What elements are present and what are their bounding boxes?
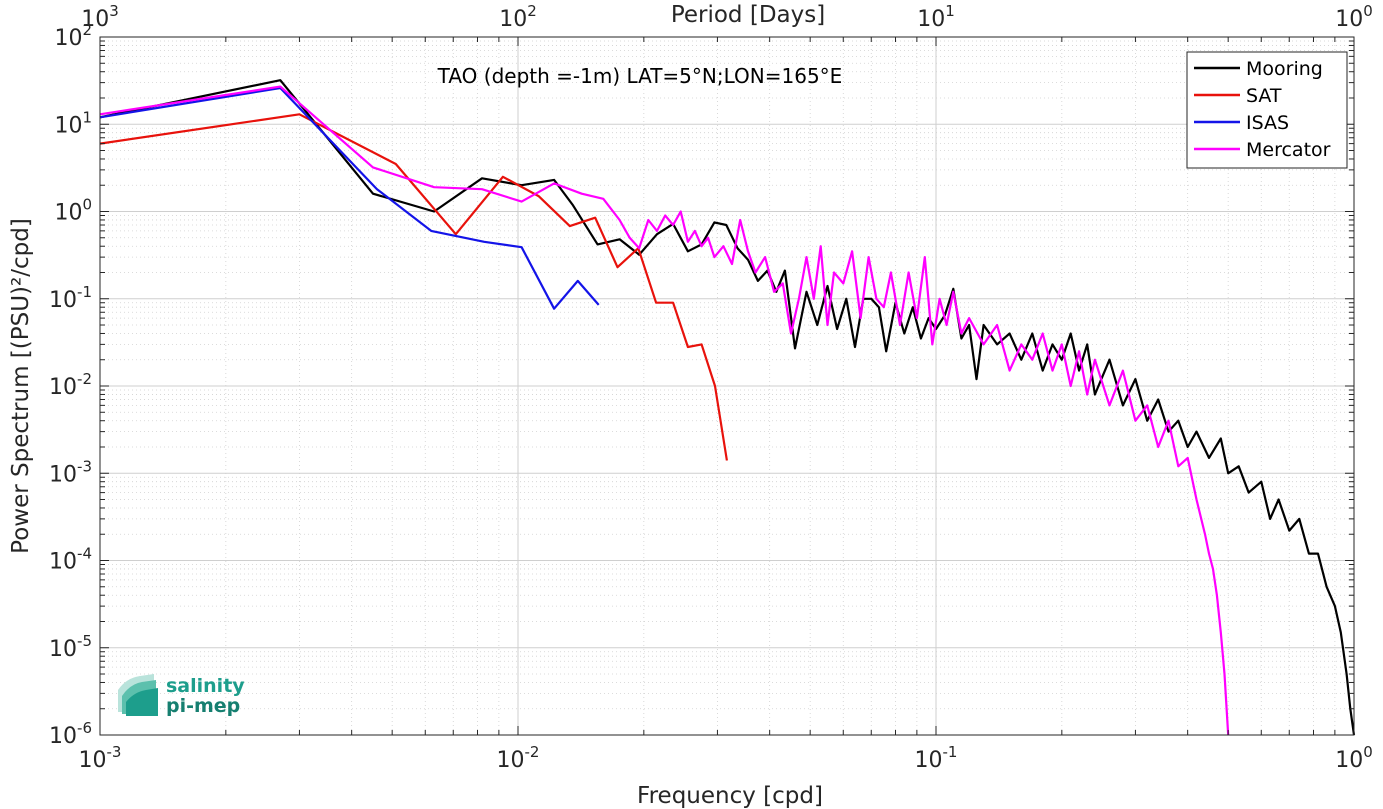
y-tick-label-base: 10 [54, 26, 82, 51]
y-tick-label: 10-2 [49, 370, 92, 400]
series-line-mercator [99, 85, 1230, 736]
legend: Mooring SAT ISAS Mercator [1186, 51, 1348, 169]
top-x-tick-label-exp: 2 [527, 2, 537, 20]
series-line-isas [99, 86, 600, 310]
y-tick-label-exp: -4 [77, 545, 92, 563]
x-tick-label-base: 10 [497, 748, 525, 773]
salinity-pi-mep-logo: salinity pi-mep [118, 674, 245, 717]
y-tick-label: 100 [54, 196, 92, 226]
y-tick-label-exp: 2 [82, 21, 92, 39]
logo-text-pi-mep: pi-mep [166, 695, 240, 717]
x-tick-label-base: 10 [1335, 748, 1363, 773]
legend-label-mooring: Mooring [1246, 58, 1323, 80]
top-x-tick-label: 100 [1335, 2, 1373, 32]
y-tick-label-base: 10 [54, 201, 82, 226]
y-tick-label: 10-3 [49, 457, 92, 487]
y-tick-label-exp: -5 [77, 632, 92, 650]
top-x-tick-label-exp: 3 [109, 2, 119, 20]
top-x-tick-label: 101 [917, 2, 955, 32]
top-x-tick-label-base: 10 [1335, 7, 1363, 32]
y-tick-label-exp: 0 [82, 196, 92, 214]
x-tick-label-exp: -1 [943, 743, 958, 761]
top-x-tick-label: 102 [499, 2, 537, 32]
x-axis-label: Frequency [cpd] [637, 783, 823, 809]
x-tick-label-exp: -2 [525, 743, 540, 761]
y-tick-label-base: 10 [49, 375, 77, 400]
y-tick-label-base: 10 [49, 288, 77, 313]
y-tick-label: 102 [54, 21, 92, 51]
y-tick-label: 10-1 [49, 283, 92, 313]
legend-box [1186, 51, 1348, 169]
series-line-sat [99, 113, 728, 461]
y-tick-label-base: 10 [54, 113, 82, 138]
top-x-tick-label-base: 10 [81, 7, 109, 32]
x-tick-label: 10-3 [79, 743, 122, 773]
y-tick-label-base: 10 [49, 637, 77, 662]
x-tick-label-exp: 0 [1363, 743, 1373, 761]
x-tick-label: 10-1 [915, 743, 958, 773]
y-tick-label-exp: 1 [82, 108, 92, 126]
series-layer [99, 79, 1356, 736]
legend-label-sat: SAT [1246, 85, 1282, 107]
y-tick-label: 101 [54, 108, 92, 138]
minor-grid [100, 37, 1354, 735]
y-tick-label-exp: -2 [77, 370, 92, 388]
y-tick-label: 10-5 [49, 632, 92, 662]
y-tick-label-base: 10 [49, 724, 77, 749]
y-tick-label-exp: -3 [77, 457, 92, 475]
top-x-axis-label: Period [Days] [671, 2, 825, 28]
top-x-tick-label-exp: 0 [1363, 2, 1373, 20]
y-tick-label-base: 10 [49, 550, 77, 575]
logo-text-salinity: salinity [166, 675, 245, 697]
x-tick-label-base: 10 [79, 748, 107, 773]
top-x-tick-label: 103 [81, 2, 119, 32]
chart-annotation: TAO (depth =-1m) LAT=5°N;LON=165°E [437, 64, 843, 88]
y-axis-label: Power Spectrum [(PSU)²/cpd] [8, 218, 34, 554]
x-tick-label: 100 [1335, 743, 1373, 773]
legend-label-mercator: Mercator [1246, 139, 1331, 161]
legend-label-isas: ISAS [1246, 112, 1289, 134]
y-tick-label-exp: -1 [77, 283, 92, 301]
top-x-tick-label-base: 10 [499, 7, 527, 32]
y-tick-label: 10-6 [49, 719, 92, 749]
x-tick-label-exp: -3 [107, 743, 122, 761]
y-tick-label-exp: -6 [77, 719, 92, 737]
top-x-tick-label-base: 10 [917, 7, 945, 32]
y-tick-label-base: 10 [49, 462, 77, 487]
y-tick-label: 10-4 [49, 545, 92, 575]
top-x-tick-label-exp: 1 [945, 2, 955, 20]
logo-wave-front [126, 688, 158, 716]
x-tick-label: 10-2 [497, 743, 540, 773]
x-tick-label-base: 10 [915, 748, 943, 773]
